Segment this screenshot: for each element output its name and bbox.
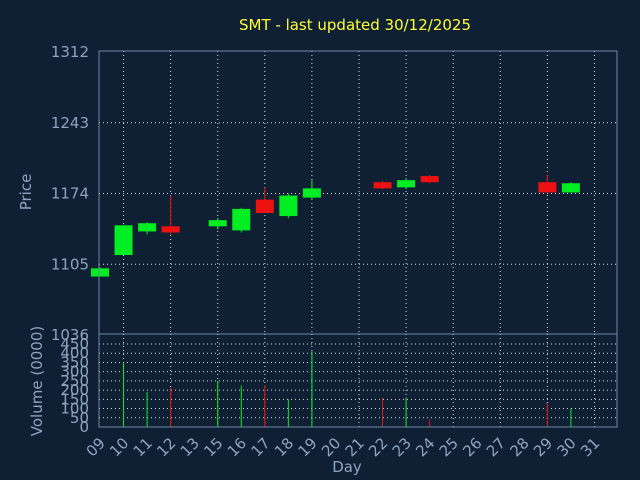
chart-title: SMT - last updated 30/12/2025 xyxy=(239,16,471,34)
price-tick-label: 1174 xyxy=(51,185,89,203)
day-axis-ticks: 0910111213151617181920212223242526272829… xyxy=(83,434,604,460)
candle-body xyxy=(561,183,580,193)
day-tick-label: 24 xyxy=(412,434,438,460)
volume-plot-frame xyxy=(98,333,618,428)
volume-tick-label: 200 xyxy=(60,381,89,399)
volume-tick-label: 300 xyxy=(60,363,89,381)
volume-gridlines xyxy=(99,334,617,427)
day-tick-label: 25 xyxy=(436,434,462,460)
day-tick-label: 09 xyxy=(83,434,109,460)
day-tick-label: 31 xyxy=(577,434,603,460)
day-tick-label: 15 xyxy=(200,434,226,460)
price-tick-label: 1105 xyxy=(51,255,89,273)
volume-tick-label: 450 xyxy=(60,335,89,353)
candle-body xyxy=(208,220,227,227)
day-tick-label: 30 xyxy=(554,434,580,460)
day-tick-label: 16 xyxy=(224,434,250,460)
day-tick-label: 20 xyxy=(318,434,344,460)
day-tick-label: 27 xyxy=(483,434,509,460)
day-tick-label: 19 xyxy=(295,434,321,460)
day-tick-label: 17 xyxy=(247,434,273,460)
price-tick-label: 1243 xyxy=(51,114,89,132)
day-tick-label: 22 xyxy=(365,434,391,460)
price-candles xyxy=(91,175,580,277)
volume-tick-label: 100 xyxy=(60,400,89,418)
candle-body xyxy=(232,208,251,231)
candle-body xyxy=(538,182,557,193)
day-tick-label: 18 xyxy=(271,434,297,460)
price-tick-label: 1312 xyxy=(51,43,89,61)
day-tick-label: 28 xyxy=(506,434,532,460)
candle-body xyxy=(373,182,392,189)
day-axis-label: Day xyxy=(332,458,362,476)
day-tick-label: 10 xyxy=(106,434,132,460)
price-gridlines xyxy=(99,51,617,334)
price-axis-ticks: 1312 1243 1174 1105 1036 xyxy=(51,43,89,344)
price-plot-frame xyxy=(98,50,618,335)
day-tick-label: 29 xyxy=(530,434,556,460)
volume-tick-label: 0 xyxy=(79,418,89,436)
day-tick-label: 23 xyxy=(389,434,415,460)
candle-body xyxy=(114,225,133,256)
volume-tick-label: 150 xyxy=(60,390,89,408)
candle-body xyxy=(161,226,180,233)
candle-body xyxy=(420,176,439,183)
volume-tick-label: 250 xyxy=(60,372,89,390)
volume-bars xyxy=(123,351,572,427)
volume-tick-label: 50 xyxy=(70,409,89,427)
candle-body xyxy=(255,199,274,213)
candle-body xyxy=(302,188,321,198)
volume-tick-label: 400 xyxy=(60,344,89,362)
candle-body xyxy=(397,180,416,188)
volume-axis-label: Volume (0000) xyxy=(28,326,46,436)
day-tick-label: 12 xyxy=(153,434,179,460)
day-tick-label: 13 xyxy=(177,434,203,460)
price-tick-label: 1036 xyxy=(51,326,89,344)
day-tick-label: 26 xyxy=(459,434,485,460)
day-tick-label: 21 xyxy=(342,434,368,460)
candle-body xyxy=(279,195,298,217)
day-tick-label: 11 xyxy=(130,434,156,460)
candle-body xyxy=(91,268,109,277)
price-axis-label: Price xyxy=(17,174,35,211)
volume-tick-label: 350 xyxy=(60,353,89,371)
candle-body xyxy=(138,223,157,232)
